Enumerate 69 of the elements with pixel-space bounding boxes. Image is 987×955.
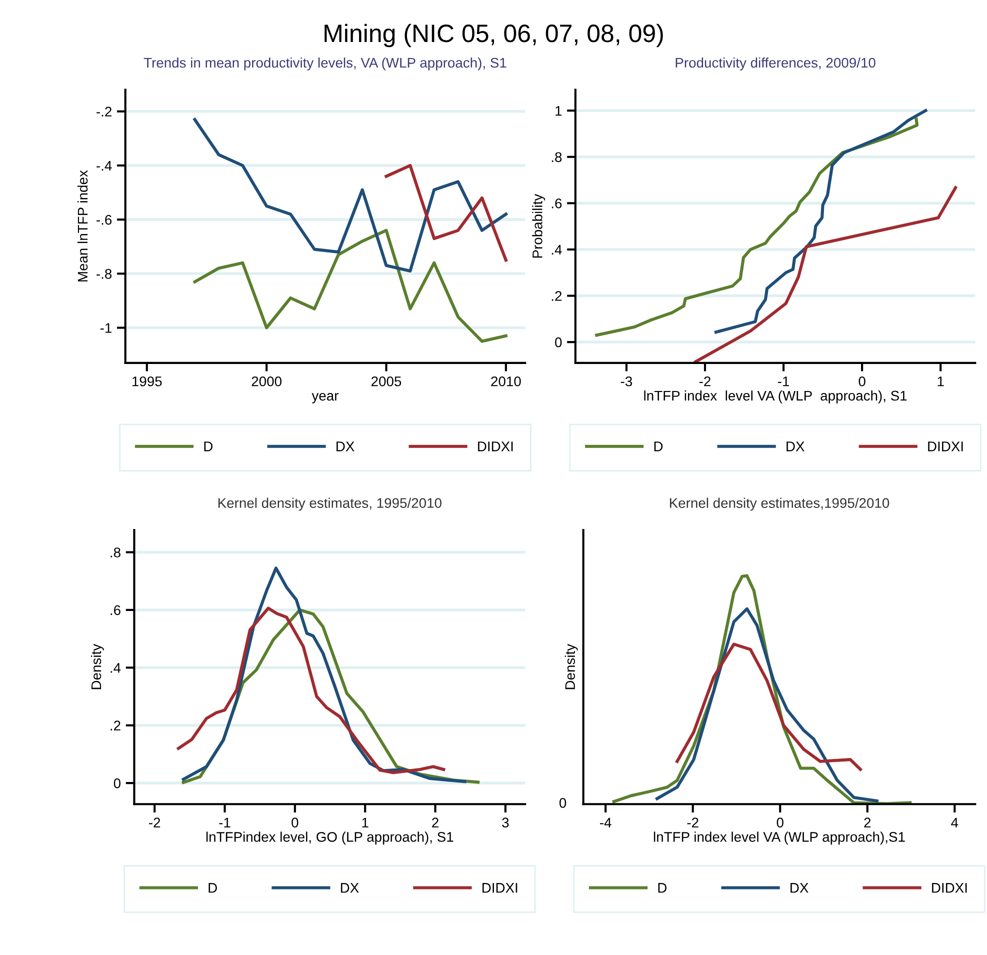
line-series: [193, 118, 508, 272]
x-axis-title: lnTFP index level VA (WLP approach), S1: [644, 390, 907, 404]
x-tick-label: 0: [776, 818, 784, 828]
y-tick-label: 0: [114, 778, 120, 788]
legend-label: DX: [786, 442, 804, 452]
legend-label: DX: [340, 883, 359, 893]
legend-label: DX: [790, 883, 808, 893]
x-tick-label: -4: [600, 818, 612, 828]
chart-title: Kernel density estimates,1995/2010: [670, 498, 890, 511]
legend-label: DIDXI: [932, 883, 967, 893]
y-axis-title: Density: [90, 644, 104, 690]
x-tick-label: 1: [362, 818, 368, 828]
chart-title: Trends in mean productivity levels, VA (WLP approach), S1: [144, 57, 506, 70]
y-tick-label: 0: [555, 337, 562, 348]
x-tick-label: 2: [864, 818, 871, 828]
y-tick-label: -1: [100, 323, 112, 333]
line-series: [384, 164, 508, 262]
legend-label: D: [654, 442, 663, 452]
x-tick-label: 0: [858, 376, 866, 386]
y-axis-title: Probability: [532, 194, 546, 258]
y-tick-label: 1: [556, 106, 562, 116]
x-axis-title: year: [312, 393, 338, 404]
y-tick-label: .8: [552, 152, 562, 162]
x-tick-label: 1: [938, 376, 944, 386]
y-tick-label: .6: [110, 605, 120, 616]
x-axis-title: lnTFP index level VA (WLP approach),S1: [654, 832, 905, 845]
x-tick-label: 4: [951, 818, 958, 828]
x-tick-label: -2: [149, 818, 160, 828]
legend-label: D: [208, 883, 217, 893]
x-tick-label: 2010: [491, 376, 521, 386]
legend-label: D: [658, 883, 667, 893]
x-tick-label: 2: [432, 818, 438, 828]
legend-label: DX: [336, 442, 354, 452]
y-tick-label: -.6: [96, 214, 112, 225]
y-axis-title: Density: [564, 644, 578, 690]
x-tick-label: -2: [699, 376, 710, 386]
y-tick-label: .4: [552, 244, 562, 255]
line-series: [193, 228, 508, 343]
y-tick-label: .4: [110, 663, 121, 673]
line-series: [694, 186, 958, 363]
legend-label: DIDXI: [478, 442, 513, 452]
x-tick-label: 2000: [252, 376, 282, 386]
line-series: [714, 109, 928, 334]
y-tick-label: .6: [552, 198, 562, 208]
line-series: [595, 118, 919, 337]
y-tick-label: -.2: [96, 106, 112, 116]
x-tick-label: 2005: [372, 376, 402, 386]
y-tick-label: .2: [552, 291, 562, 301]
y-tick-label: .2: [110, 720, 120, 730]
x-tick-label: -1: [219, 818, 230, 828]
x-axis-title: lnTFPindex level, GO (LP approach), S1: [206, 832, 454, 845]
y-tick-label: -.4: [96, 160, 112, 171]
x-tick-label: 0: [292, 818, 298, 828]
line-series: [182, 566, 466, 784]
chart-title: Productivity differences, 2009/10: [676, 57, 876, 70]
chart-title: Kernel density estimates, 1995/2010: [218, 498, 442, 511]
x-tick-label: -1: [778, 376, 790, 386]
x-tick-label: 1995: [132, 376, 162, 386]
legend-label: DIDXI: [482, 883, 518, 893]
y-tick-label: .8: [110, 548, 120, 558]
legend-label: D: [204, 442, 213, 452]
x-tick-label: -3: [620, 376, 632, 386]
y-axis-title: Mean lnTFP index: [77, 170, 88, 282]
x-tick-label: -2: [687, 818, 698, 828]
line-series: [176, 606, 446, 774]
y-tick-label: -.8: [96, 268, 112, 279]
x-tick-label: 3: [502, 818, 509, 828]
text: Mining (NIC 05, 06, 07, 08, 09): [324, 24, 663, 48]
legend-label: DIDXI: [928, 442, 963, 452]
